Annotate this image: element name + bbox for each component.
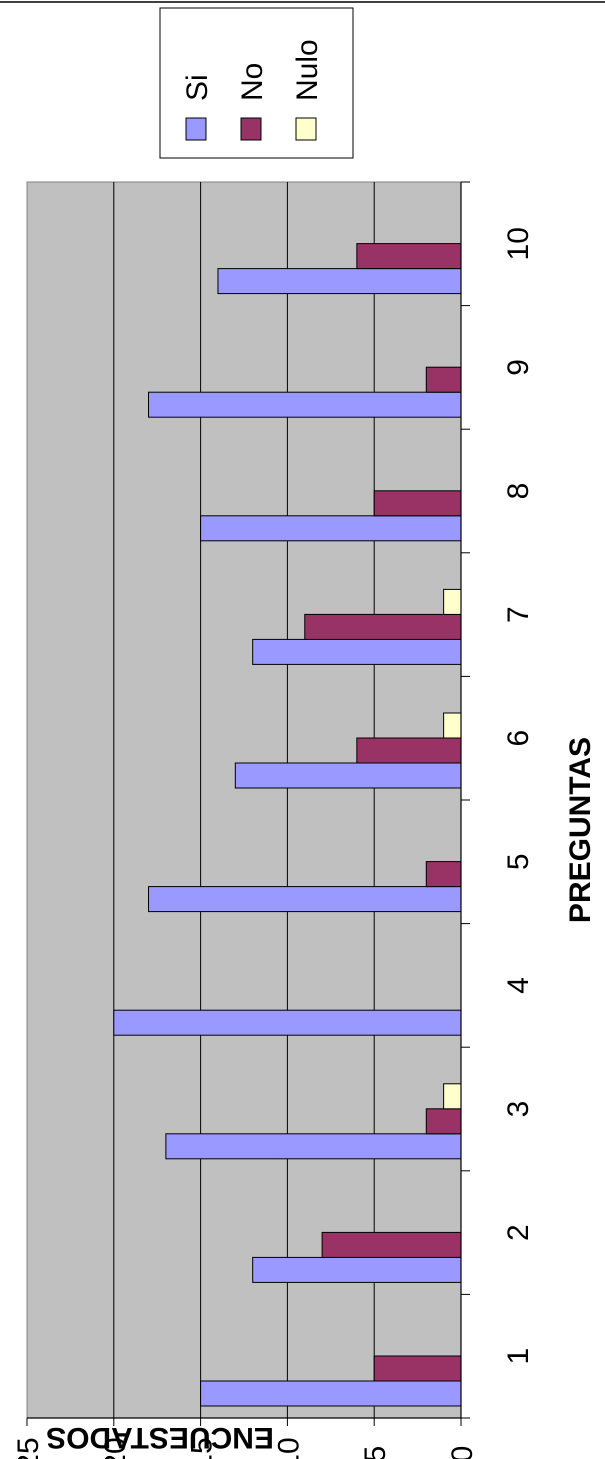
x-tick-label: 4	[502, 977, 535, 994]
y-tick-label: 5	[359, 1446, 392, 1459]
bar-nulo-7	[443, 588, 462, 615]
bar-si-10	[217, 268, 462, 295]
legend-swatch-no	[240, 117, 262, 141]
legend-label-no: No	[236, 63, 269, 101]
bar-no-5	[425, 861, 462, 888]
x-tick-label: 2	[502, 1224, 535, 1241]
legend-swatch-nulo	[295, 117, 317, 141]
y-tick-label: 0	[446, 1446, 479, 1459]
x-tick-label: 6	[502, 730, 535, 747]
bar-nulo-3	[443, 1083, 462, 1110]
bar-no-8	[373, 490, 462, 517]
bar-no-2	[321, 1231, 462, 1258]
x-tick-label: 10	[502, 227, 535, 260]
bar-si-2	[252, 1256, 462, 1283]
bar-si-6	[234, 762, 462, 789]
y-tick-labels: 0 5 10 15 20 25	[12, 1437, 479, 1459]
x-tick-label: 1	[502, 1348, 535, 1365]
legend-label-si: Si	[181, 74, 214, 101]
x-tick-labels: 1 2 3 4 5 6 7 8 9 10	[502, 227, 535, 1364]
x-tick-label: 8	[502, 483, 535, 500]
x-tick-label: 3	[502, 1101, 535, 1118]
bar-si-7	[252, 638, 462, 665]
bar-no-1	[373, 1355, 462, 1382]
gridlines	[26, 182, 462, 1426]
bar-no-9	[425, 366, 462, 393]
bar-si-1	[200, 1380, 462, 1407]
y-tick-label: 10	[272, 1437, 305, 1459]
legend-swatch-si	[185, 117, 207, 141]
bar-no-7	[304, 613, 462, 640]
bar-no-6	[356, 737, 462, 764]
x-tick-label: 7	[502, 606, 535, 623]
x-tick-label: 9	[502, 359, 535, 376]
bar-si-8	[200, 515, 462, 542]
x-tick-label: 5	[502, 853, 535, 870]
y-tick-label: 25	[12, 1437, 45, 1459]
y-tick-label: 20	[99, 1437, 132, 1459]
bar-si-4	[113, 1009, 462, 1036]
bar-si-9	[148, 391, 462, 418]
bar-no-10	[356, 243, 462, 270]
y-tick-label: 15	[186, 1437, 219, 1459]
legend-items: Si No Nulo	[181, 39, 324, 141]
bars	[113, 243, 462, 1407]
bar-si-3	[165, 1133, 462, 1160]
x-axis-title: PREGUNTAS	[564, 737, 597, 923]
legend-label-nulo: Nulo	[291, 39, 324, 101]
bar-nulo-6	[443, 712, 462, 739]
axes	[27, 181, 470, 1419]
legend: Si No Nulo	[159, 7, 354, 159]
y-axis-title: ENCUESTADOS	[46, 1421, 274, 1454]
bar-no-3	[425, 1108, 462, 1135]
bar-si-5	[148, 886, 462, 913]
